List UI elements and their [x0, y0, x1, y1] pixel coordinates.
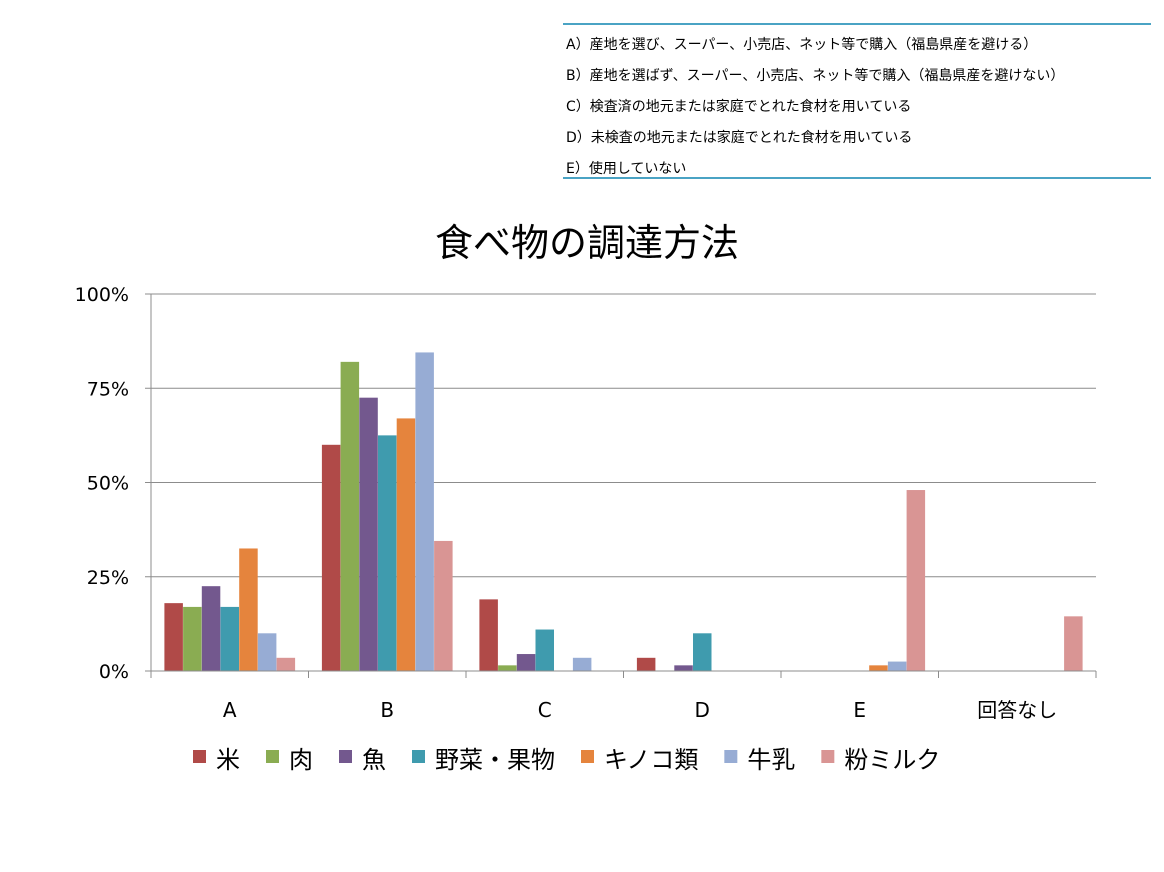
bar — [220, 606, 239, 671]
bar — [257, 633, 277, 671]
legend-swatch — [412, 750, 425, 763]
bar — [887, 661, 907, 671]
bar — [276, 657, 296, 671]
bar — [479, 599, 498, 671]
bar — [340, 361, 360, 671]
legend-label: 野菜・果物 — [435, 746, 555, 774]
category-definitions: A）産地を選び、スーパー、小売店、ネット等で購入（福島県産を避ける） B）産地を… — [563, 23, 1151, 179]
bar — [906, 490, 926, 671]
bar — [321, 444, 341, 671]
legend-label: 米 — [216, 746, 240, 774]
bar — [516, 654, 536, 671]
definition-e: E）使用していない — [566, 161, 687, 177]
y-tick-label: 100% — [75, 284, 129, 306]
legend-label: 肉 — [289, 746, 313, 774]
bar — [572, 657, 592, 671]
x-tick-label: A — [223, 698, 237, 722]
bar — [415, 352, 434, 671]
legend-swatch — [581, 750, 594, 763]
legend-label: キノコ類 — [604, 746, 698, 774]
bar — [359, 397, 378, 671]
y-tick-label: 50% — [87, 473, 129, 495]
bar — [636, 657, 656, 671]
bar — [396, 418, 416, 671]
legend-swatch — [193, 750, 206, 763]
legend-swatch — [339, 750, 352, 763]
bar — [535, 629, 554, 671]
bars — [164, 352, 1083, 671]
bar — [869, 665, 888, 671]
bar — [1064, 616, 1083, 671]
axes: 0% 25% 50% 75% 100% A B C D E 回答なし — [75, 284, 1097, 722]
chart-legend: 米 肉 魚 野菜・果物 キノコ類 牛乳 粉ミルク — [193, 746, 940, 774]
y-tick-label: 75% — [87, 378, 129, 400]
definition-d: D）未検査の地元または家庭でとれた食材を用いている — [566, 130, 913, 146]
bar — [201, 586, 221, 671]
bar — [498, 665, 517, 671]
x-tick-label: C — [538, 698, 552, 722]
bar — [378, 435, 397, 671]
gridlines — [151, 293, 1096, 578]
definition-a: A）産地を選び、スーパー、小売店、ネット等で購入（福島県産を避ける） — [566, 37, 1038, 53]
y-tick-label: 0% — [99, 661, 129, 683]
bar — [239, 548, 258, 671]
bar — [693, 633, 712, 671]
definition-b: B）産地を選ばず、スーパー、小売店、ネット等で購入（福島県産を避けない） — [566, 68, 1065, 84]
legend-swatch — [266, 750, 279, 763]
bar — [674, 665, 693, 671]
x-tick-label: E — [853, 698, 866, 722]
legend-label: 魚 — [362, 746, 386, 774]
x-tick-label: D — [695, 698, 710, 722]
y-tick-label: 25% — [87, 567, 129, 589]
bar — [183, 606, 202, 671]
definition-c: C）検査済の地元または家庭でとれた食材を用いている — [566, 99, 912, 115]
bar — [164, 603, 183, 671]
legend-label: 粉ミルク — [844, 746, 940, 774]
x-tick-label: 回答なし — [977, 698, 1057, 722]
legend-swatch — [821, 750, 835, 763]
chart-title: 食べ物の調達方法 — [435, 221, 739, 265]
bar — [434, 540, 453, 671]
x-tick-label: B — [380, 698, 394, 722]
legend-swatch — [724, 750, 738, 763]
bar-chart: 食べ物の調達方法 0% 25% 50% 75% 100% A B C D E 回答なし 米 肉 魚 野菜・… — [75, 221, 1097, 774]
legend-label: 牛乳 — [747, 746, 795, 774]
